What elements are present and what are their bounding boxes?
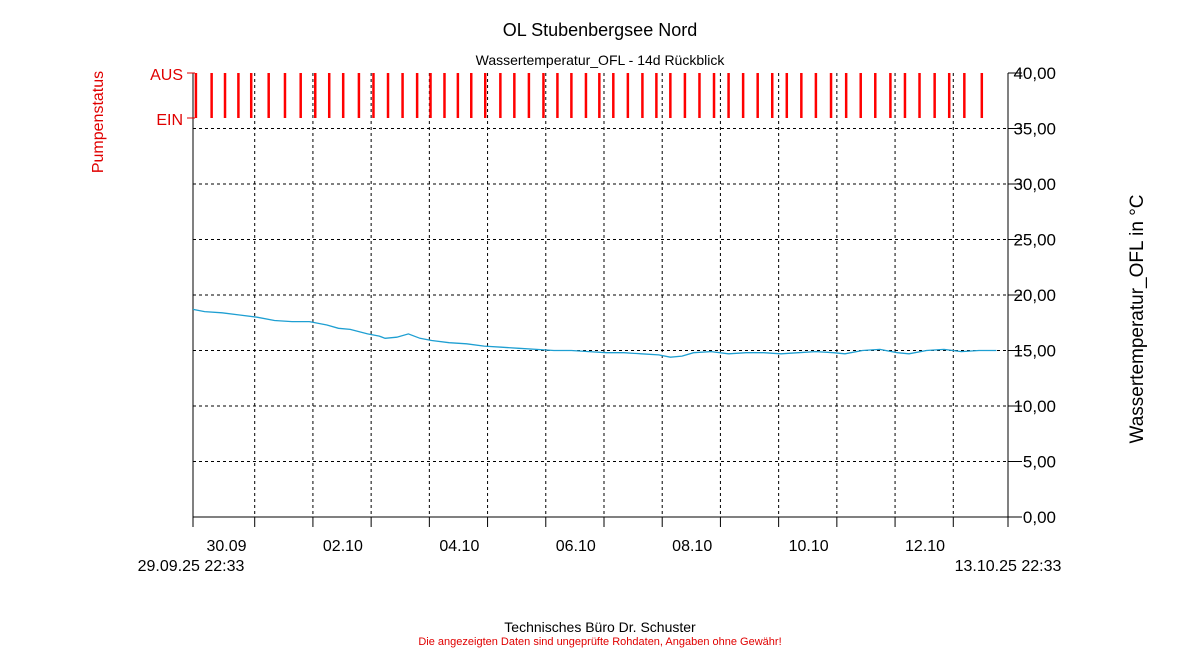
y-tick-label: 20,00 bbox=[1013, 286, 1056, 305]
y-tick-label: 30,00 bbox=[1013, 175, 1056, 194]
chart-subtitle: Wassertemperatur_OFL - 14d Rückblick bbox=[476, 52, 726, 68]
status-label-on: EIN bbox=[156, 112, 183, 129]
x-start-label: 29.09.25 22:33 bbox=[138, 558, 245, 575]
temperature-line bbox=[192, 308, 997, 358]
y-tick-label: 5,00 bbox=[1023, 453, 1056, 472]
x-tick-label: 06.10 bbox=[556, 538, 596, 555]
x-end-label: 13.10.25 22:33 bbox=[955, 558, 1062, 575]
footer-disclaimer: Die angezeigten Daten sind ungeprüfte Ro… bbox=[418, 636, 782, 648]
y-tick-label: 35,00 bbox=[1013, 120, 1056, 139]
chart-title: OL Stubenbergsee Nord bbox=[503, 20, 697, 40]
x-tick-label: 04.10 bbox=[439, 538, 479, 555]
x-tick-label: 02.10 bbox=[323, 538, 363, 555]
pump-status-bars bbox=[194, 73, 984, 118]
x-tick-label: 30.09 bbox=[206, 538, 246, 555]
left-axis-label: Pumpenstatus bbox=[90, 71, 107, 173]
footer-company: Technisches Büro Dr. Schuster bbox=[504, 619, 696, 635]
x-tick-label: 12.10 bbox=[905, 538, 945, 555]
x-tick-label: 10.10 bbox=[789, 538, 829, 555]
y-tick-label: 25,00 bbox=[1013, 231, 1056, 250]
series-line bbox=[192, 308, 997, 358]
status-label-off: AUS bbox=[150, 67, 183, 84]
x-tick-label: 08.10 bbox=[672, 538, 712, 555]
y-tick-label: 0,00 bbox=[1023, 508, 1056, 527]
right-axis-label: Wassertemperatur_OFL in °C bbox=[1127, 194, 1148, 443]
axes: 0,00 5,00 10,00 15,00 20,00 25,00 30,00 35,00 40… bbox=[187, 64, 1056, 555]
grid bbox=[192, 73, 1009, 517]
y-tick-label: 10,00 bbox=[1013, 397, 1056, 416]
y-tick-label: 15,00 bbox=[1013, 342, 1056, 361]
y-tick-label: 40,00 bbox=[1013, 64, 1056, 83]
